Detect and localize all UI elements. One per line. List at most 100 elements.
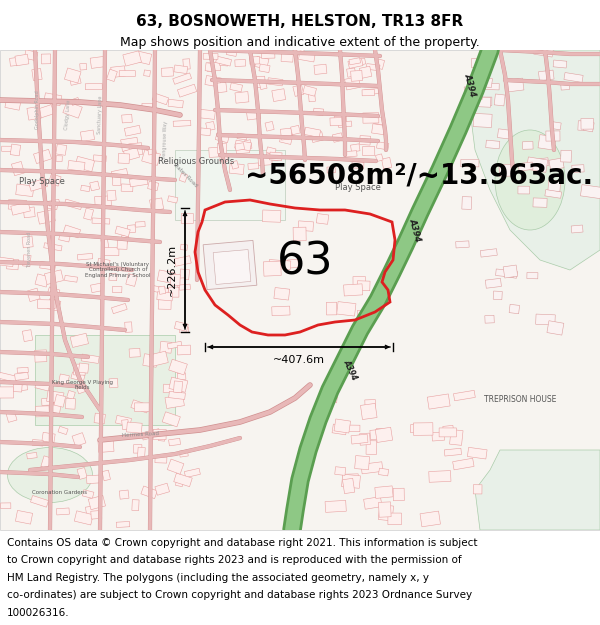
Bar bbox=[158, 299, 171, 309]
Bar bbox=[344, 425, 360, 432]
Bar bbox=[268, 78, 283, 86]
Bar bbox=[168, 99, 184, 108]
Text: Play Space: Play Space bbox=[335, 184, 381, 192]
Bar bbox=[173, 73, 191, 84]
Bar bbox=[97, 258, 110, 267]
Bar bbox=[262, 210, 281, 222]
Bar bbox=[59, 374, 70, 385]
Bar bbox=[355, 58, 365, 66]
Bar bbox=[90, 56, 104, 68]
Bar bbox=[326, 302, 337, 315]
Bar bbox=[235, 140, 251, 151]
Bar bbox=[42, 432, 55, 442]
Bar bbox=[259, 64, 270, 72]
Bar bbox=[32, 69, 42, 81]
Bar bbox=[158, 431, 166, 441]
Bar bbox=[361, 403, 377, 419]
Bar bbox=[344, 77, 361, 90]
Bar bbox=[26, 452, 37, 459]
Bar bbox=[499, 164, 514, 176]
Bar bbox=[22, 236, 33, 248]
Bar bbox=[71, 98, 80, 106]
Bar bbox=[132, 499, 139, 511]
Bar bbox=[85, 505, 101, 517]
Bar bbox=[170, 274, 181, 286]
Bar bbox=[365, 89, 379, 94]
Bar bbox=[64, 68, 81, 83]
Bar bbox=[533, 198, 547, 208]
Bar bbox=[580, 184, 600, 199]
Bar bbox=[327, 167, 335, 173]
Bar bbox=[255, 56, 269, 69]
Bar bbox=[178, 373, 186, 380]
Bar bbox=[548, 180, 560, 192]
Bar bbox=[455, 241, 469, 248]
Bar bbox=[349, 58, 361, 65]
Bar bbox=[473, 485, 482, 494]
Bar bbox=[56, 156, 62, 161]
Bar bbox=[371, 124, 385, 135]
Bar bbox=[115, 226, 130, 237]
Bar bbox=[215, 56, 232, 66]
Bar bbox=[121, 184, 133, 192]
Bar bbox=[538, 70, 554, 81]
Text: A394: A394 bbox=[341, 358, 359, 382]
Bar bbox=[49, 199, 60, 206]
Bar bbox=[41, 54, 50, 64]
Bar bbox=[125, 322, 132, 332]
Bar bbox=[44, 92, 62, 106]
Bar bbox=[88, 496, 106, 509]
Bar bbox=[7, 259, 19, 270]
Bar bbox=[115, 416, 131, 426]
Bar bbox=[258, 156, 272, 166]
Bar bbox=[230, 82, 242, 92]
Bar bbox=[79, 363, 89, 373]
Bar bbox=[77, 468, 87, 479]
Bar bbox=[359, 136, 371, 145]
Bar bbox=[10, 58, 17, 66]
Bar bbox=[342, 474, 358, 485]
Bar bbox=[157, 270, 176, 284]
Bar bbox=[179, 173, 188, 182]
Bar bbox=[366, 64, 380, 71]
Bar bbox=[35, 406, 49, 417]
Bar bbox=[82, 490, 94, 498]
Bar bbox=[332, 132, 343, 142]
Bar bbox=[52, 402, 61, 414]
Bar bbox=[101, 239, 109, 251]
Bar bbox=[564, 72, 583, 82]
Bar bbox=[90, 181, 100, 191]
Bar bbox=[410, 424, 430, 433]
Bar bbox=[37, 209, 55, 224]
Bar bbox=[427, 394, 450, 409]
Bar bbox=[112, 303, 127, 314]
Text: A394: A394 bbox=[407, 217, 422, 243]
Bar bbox=[65, 398, 76, 409]
Bar bbox=[461, 159, 479, 167]
Bar bbox=[382, 158, 392, 169]
Bar bbox=[287, 259, 298, 268]
Bar bbox=[178, 84, 197, 97]
Bar bbox=[311, 132, 323, 142]
Bar bbox=[1, 503, 11, 509]
Bar bbox=[485, 278, 502, 288]
Bar bbox=[121, 138, 139, 151]
Text: St Michael's (Voluntary
Controlled) Church of
England Primary School: St Michael's (Voluntary Controlled) Chur… bbox=[85, 262, 151, 278]
Text: 100026316.: 100026316. bbox=[7, 608, 70, 618]
Bar bbox=[429, 471, 451, 482]
Bar bbox=[124, 148, 140, 161]
Bar bbox=[205, 62, 214, 72]
Bar bbox=[148, 149, 157, 155]
Bar bbox=[83, 208, 94, 220]
Bar bbox=[553, 60, 567, 68]
Bar bbox=[35, 274, 49, 287]
Bar bbox=[169, 391, 185, 399]
Bar bbox=[364, 497, 382, 509]
Bar bbox=[179, 269, 190, 280]
Bar bbox=[158, 286, 166, 294]
Bar bbox=[413, 422, 433, 436]
Bar bbox=[572, 165, 584, 172]
Polygon shape bbox=[470, 50, 600, 270]
Bar bbox=[358, 310, 369, 319]
Bar bbox=[177, 278, 185, 288]
